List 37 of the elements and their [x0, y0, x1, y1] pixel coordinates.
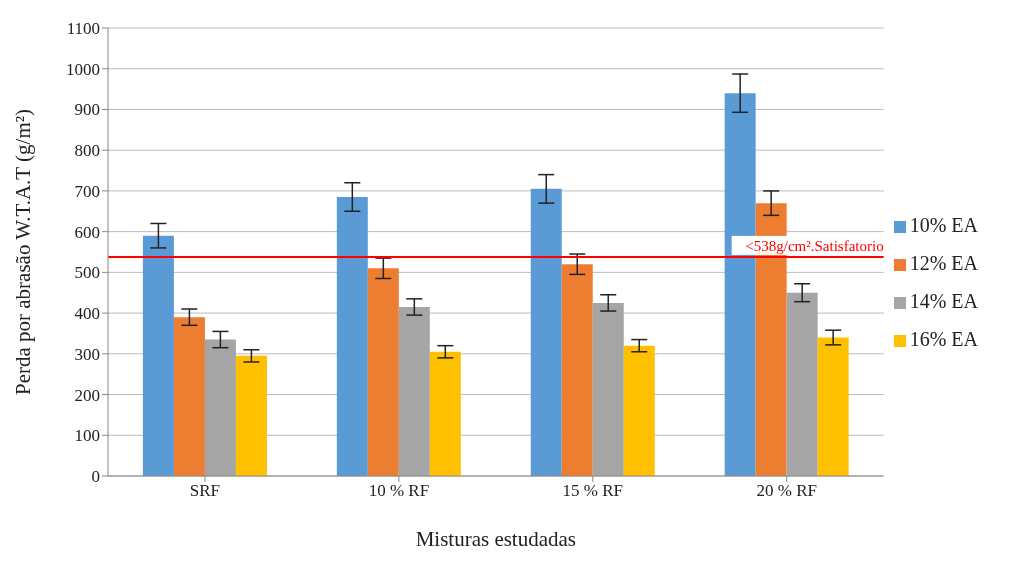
- ref-line-label: <538g/cm².Satisfatorio: [745, 237, 884, 254]
- y-tick-label: 400: [74, 304, 100, 324]
- y-tick-label: 1100: [66, 19, 100, 39]
- bar: [429, 351, 461, 476]
- legend-label: 12% EA: [909, 252, 978, 274]
- y-tick-label: 700: [74, 181, 100, 201]
- bar: [142, 235, 174, 476]
- bar: [235, 355, 267, 476]
- y-tick-label: 200: [74, 385, 100, 405]
- y-tick-label: 100: [74, 426, 100, 446]
- y-tick-label: 500: [74, 263, 100, 283]
- bar: [530, 188, 562, 476]
- y-tick-label: 0: [91, 467, 100, 487]
- y-tick-label: 900: [74, 100, 100, 120]
- x-tick-label: 15 % RF: [562, 481, 624, 501]
- bar: [336, 197, 368, 476]
- bar: [592, 302, 624, 476]
- bar: [173, 317, 205, 476]
- x-tick-label: 10 % RF: [368, 481, 430, 501]
- y-axis-title: Perda por abrasão W.T.A.T (g/m²): [11, 108, 36, 396]
- bar: [786, 292, 818, 476]
- bar: [398, 306, 430, 476]
- bar: [561, 264, 593, 476]
- x-tick-label: 20 % RF: [756, 481, 817, 501]
- bar: [204, 339, 236, 476]
- y-tick-label: 300: [74, 344, 100, 364]
- bar: [623, 345, 655, 476]
- y-tick-label: 600: [74, 222, 100, 242]
- bar: [367, 268, 399, 476]
- legend-label: 10% EA: [909, 214, 978, 236]
- x-axis-title: Misturas estudadas: [415, 526, 577, 551]
- legend-label: 14% EA: [909, 290, 978, 312]
- x-tick-label: SRF: [189, 481, 221, 501]
- y-tick-label: 800: [74, 141, 100, 161]
- legend-label: 16% EA: [909, 328, 978, 350]
- y-tick-label: 1000: [66, 59, 100, 79]
- bar: [817, 337, 849, 476]
